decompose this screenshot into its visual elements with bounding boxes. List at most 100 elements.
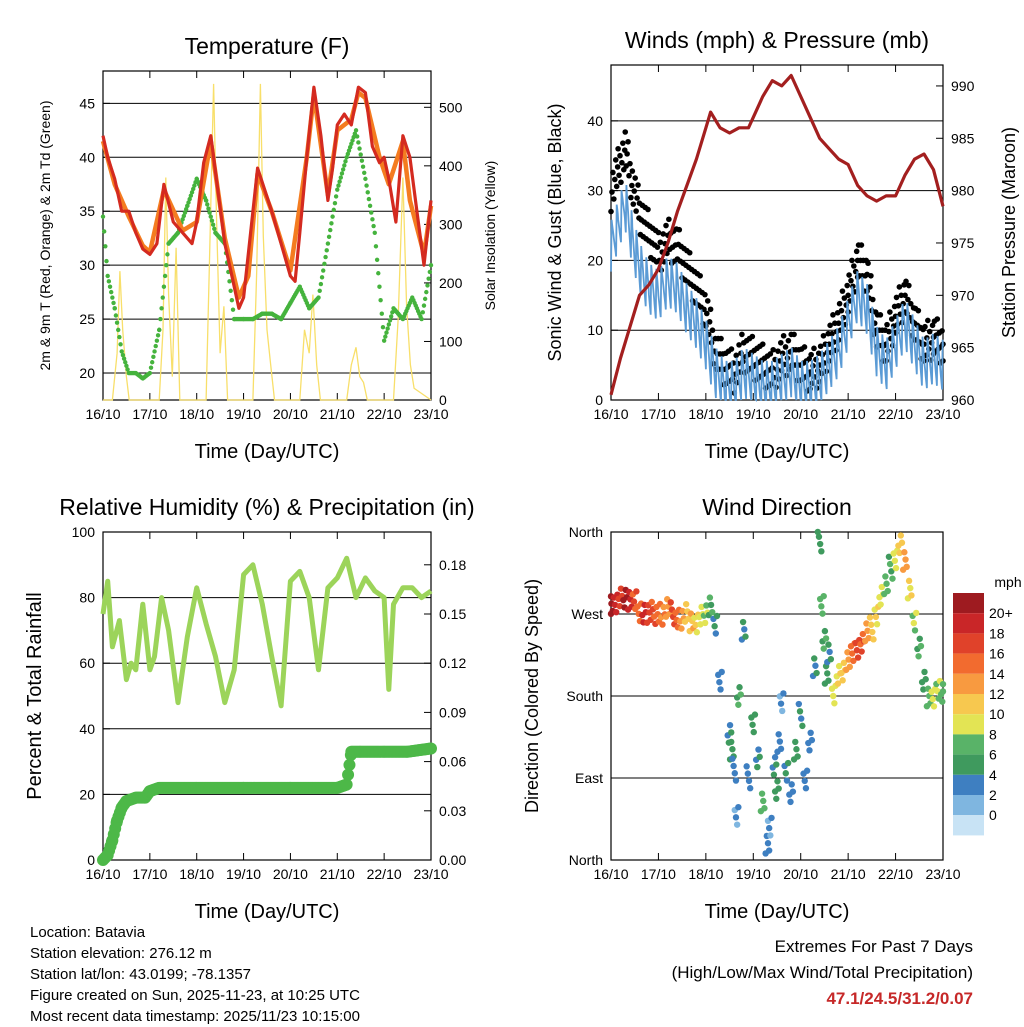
humidity-xtick-label: 21/10	[320, 866, 355, 882]
dewpoint-point	[326, 234, 332, 240]
temperature-title: Temperature (F)	[185, 33, 350, 59]
wind_direction-xtick-label: 20/10	[783, 866, 818, 882]
gust-point	[915, 307, 922, 314]
humidity-xtick-label: 18/10	[179, 866, 214, 882]
direction-point	[892, 564, 900, 572]
gust-point	[706, 319, 713, 325]
dewpoint-point	[121, 356, 127, 361]
dewpoint-point	[113, 313, 119, 318]
direction-point	[799, 722, 806, 730]
gust-point	[922, 323, 928, 330]
gust-point	[629, 182, 635, 189]
extremes-values: 47.1/24.5/31.2/0.07	[826, 989, 973, 1008]
rainfall-point	[425, 742, 437, 755]
gust-point	[851, 263, 857, 269]
direction-point	[939, 680, 947, 688]
gust-point	[838, 307, 845, 314]
direction-point	[831, 700, 838, 707]
gust-point	[777, 339, 784, 346]
colorbar-label: 4	[989, 767, 997, 783]
direction-point	[826, 648, 833, 656]
gust-point	[697, 272, 703, 279]
gust-point	[617, 152, 623, 159]
temperature-ytick-label: 20	[79, 365, 95, 381]
dewpoint-point	[162, 273, 168, 279]
dewpoint-point	[212, 226, 217, 231]
gust-point	[615, 145, 621, 152]
humidity-title: Relative Humidity (%) & Precipitation (i…	[59, 494, 474, 520]
winds-y2tick-label: 980	[951, 183, 975, 199]
winds-xtick-label: 20/10	[783, 406, 818, 422]
dewpoint-point	[383, 334, 388, 339]
humidity-xlabel: Time (Day/UTC)	[195, 901, 340, 923]
dewpoint-point	[373, 244, 379, 249]
gust-point	[893, 294, 900, 301]
winds-xtick-label: 18/10	[688, 406, 723, 422]
gust-point	[808, 351, 814, 358]
gust-point	[811, 345, 817, 352]
temp-2m-line	[101, 85, 433, 310]
dewpoint-point	[119, 349, 124, 354]
colorbar-label: 8	[989, 726, 997, 742]
direction-point	[667, 599, 674, 606]
direction-point	[735, 803, 742, 811]
direction-point	[749, 721, 756, 728]
gust-point	[660, 231, 666, 237]
humidity-y2tick-label: 0.18	[439, 557, 466, 573]
direction-point	[867, 621, 875, 628]
direction-point	[939, 688, 947, 695]
direction-point	[767, 832, 774, 839]
winds-y2tick-label: 975	[951, 235, 975, 251]
dewpoint-point	[180, 217, 185, 222]
direction-point	[765, 824, 773, 832]
direction-point	[788, 781, 795, 788]
direction-point	[707, 601, 715, 609]
direction-point	[930, 703, 938, 710]
gust-point	[733, 352, 740, 359]
dewpoint-point	[230, 307, 236, 312]
humidity-line	[100, 555, 433, 709]
direction-point	[846, 663, 854, 671]
gust-point	[630, 201, 637, 207]
temperature-y2label: Solar Insolation (Yellow)	[482, 161, 498, 311]
gust-point	[635, 182, 641, 188]
wind_direction-title: Wind Direction	[702, 494, 852, 520]
wind_direction-xtick-label: 18/10	[688, 866, 723, 882]
colorbar-label: 20+	[989, 605, 1013, 621]
direction-point	[916, 635, 923, 642]
dewpoint-point	[107, 284, 113, 289]
dewpoint-point	[355, 134, 360, 139]
temperature-y2tick-label: 300	[439, 216, 463, 232]
temperature-xtick-label: 19/10	[226, 406, 261, 422]
extremes-box: Extremes For Past 7 Days (High/Low/Max W…	[672, 934, 973, 1012]
winds-y2tick-label: 965	[951, 340, 975, 356]
direction-point	[756, 753, 763, 761]
direction-point	[902, 556, 909, 563]
wind_direction-xtick-label: 22/10	[878, 866, 913, 882]
direction-point	[803, 767, 811, 774]
direction-point	[743, 763, 750, 770]
temperature-xtick-label: 20/10	[273, 406, 308, 422]
dewpoint-point	[319, 275, 325, 280]
temperature-xtick-label: 21/10	[320, 406, 355, 422]
direction-point	[735, 701, 742, 708]
gust-point	[728, 346, 735, 352]
colorbar-swatch	[953, 673, 984, 694]
gust-point	[780, 332, 787, 339]
gust-point	[654, 244, 661, 250]
direction-point	[908, 592, 915, 599]
temperature-y2tick-label: 0	[439, 392, 447, 408]
dewpoint-point	[343, 159, 348, 164]
gust-point	[939, 328, 945, 334]
direction-point	[744, 770, 752, 777]
gust-point	[903, 278, 909, 285]
dewpoint-point	[191, 186, 196, 192]
direction-point	[718, 668, 725, 676]
winds-ytick-label: 0	[595, 392, 603, 408]
station-info: Location: Batavia Station elevation: 276…	[30, 922, 360, 1027]
direction-point	[693, 629, 701, 636]
humidity-ytick-label: 100	[72, 524, 96, 540]
direction-point	[713, 612, 721, 620]
direction-point	[848, 650, 856, 657]
dewpoint-point	[386, 322, 392, 327]
